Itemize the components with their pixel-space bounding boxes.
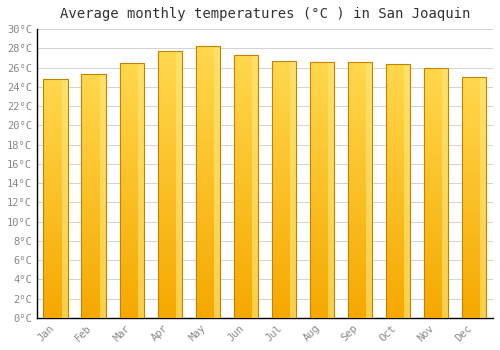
- Bar: [158, 51, 182, 318]
- Bar: [82, 74, 106, 318]
- Bar: [348, 62, 372, 318]
- Bar: [120, 63, 144, 318]
- Bar: [310, 62, 334, 318]
- Bar: [462, 77, 486, 318]
- Bar: [386, 64, 410, 318]
- Title: Average monthly temperatures (°C ) in San Joaquin: Average monthly temperatures (°C ) in Sa…: [60, 7, 470, 21]
- Bar: [272, 61, 296, 318]
- Bar: [44, 79, 68, 318]
- Bar: [196, 47, 220, 318]
- Bar: [234, 55, 258, 318]
- Bar: [424, 68, 448, 318]
